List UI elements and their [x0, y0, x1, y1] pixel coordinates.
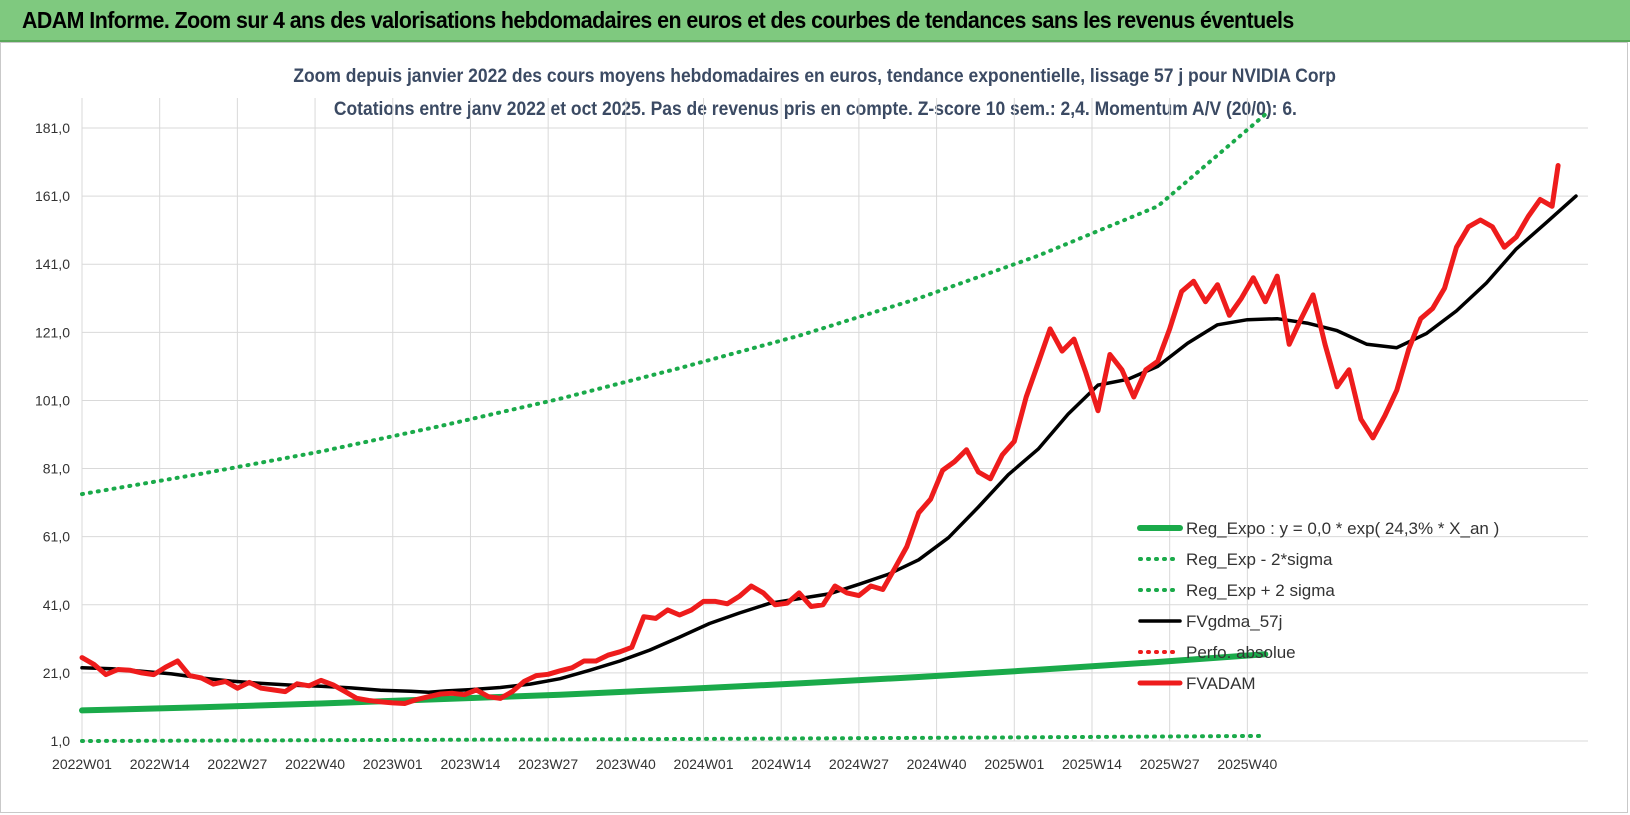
series-line-1 [80, 733, 1268, 743]
chart-title-line2-text: Cotations entre janv 2022 et oct 2025. P… [333, 99, 1297, 120]
legend-label-4: Perfo. absolue [1186, 643, 1296, 662]
series-line-3 [80, 194, 1578, 695]
x-tick-label: 2023W27 [518, 756, 578, 772]
y-tick-label: 121,0 [35, 324, 70, 340]
chart-ticks: 1,0 21,0 41,0 61,0 81,0 101,0 121,0 141,0 161,0 1… [35, 120, 1278, 772]
y-tick-label: 161,0 [35, 188, 70, 204]
x-tick-label: 2025W14 [1062, 756, 1122, 772]
report-banner: ADAM Informe. Zoom sur 4 ans des valoris… [0, 0, 1630, 42]
x-tick-label: 2022W27 [207, 756, 267, 772]
x-tick-label: 2023W01 [363, 756, 423, 772]
x-tick-label: 2024W40 [907, 756, 967, 772]
x-tick-label: 2023W40 [596, 756, 656, 772]
y-tick-label: 1,0 [51, 733, 71, 749]
y-tick-label: 21,0 [43, 665, 70, 681]
x-tick-label: 2023W14 [440, 756, 500, 772]
x-tick-label: 2025W40 [1217, 756, 1277, 772]
legend-label-2: Reg_Exp + 2 sigma [1186, 581, 1335, 600]
chart-title-line2: Cotations entre janv 2022 et oct 2025. P… [0, 99, 1630, 121]
series-line-5 [79, 163, 1561, 706]
y-tick-label: 141,0 [35, 256, 70, 272]
legend-label-5: FVADAM [1186, 674, 1256, 693]
y-tick-label: 61,0 [43, 529, 70, 545]
x-tick-label: 2025W01 [984, 756, 1044, 772]
chart-legend: Reg_Expo : y = 0,0 * exp( 24,3% * X_an )… [1137, 519, 1499, 693]
y-tick-label: 181,0 [35, 120, 70, 136]
x-tick-label: 2025W27 [1140, 756, 1200, 772]
x-tick-label: 2022W14 [130, 756, 190, 772]
y-tick-label: 81,0 [43, 461, 70, 477]
y-tick-label: 41,0 [43, 597, 70, 613]
chart-frame [0, 42, 1628, 813]
chart-series [79, 112, 1578, 743]
x-tick-label: 2022W40 [285, 756, 345, 772]
legend-label-3: FVgdma_57j [1186, 612, 1282, 631]
chart-grid [81, 98, 1588, 742]
chart-title-line1-text: Zoom depuis janvier 2022 des cours moyen… [293, 66, 1337, 87]
legend-label-0: Reg_Expo : y = 0,0 * exp( 24,3% * X_an ) [1186, 519, 1499, 538]
report-title: ADAM Informe. Zoom sur 4 ans des valoris… [22, 7, 1294, 33]
legend-label-1: Reg_Exp - 2*sigma [1186, 550, 1333, 569]
x-tick-label: 2022W01 [52, 756, 112, 772]
series-line-0 [79, 651, 1269, 714]
x-tick-label: 2024W27 [829, 756, 889, 772]
y-tick-label: 101,0 [35, 392, 70, 408]
chart-title-line1: Zoom depuis janvier 2022 des cours moyen… [0, 66, 1630, 88]
series-line-2 [80, 112, 1268, 497]
x-tick-label: 2024W14 [751, 756, 811, 772]
x-tick-label: 2024W01 [674, 756, 734, 772]
